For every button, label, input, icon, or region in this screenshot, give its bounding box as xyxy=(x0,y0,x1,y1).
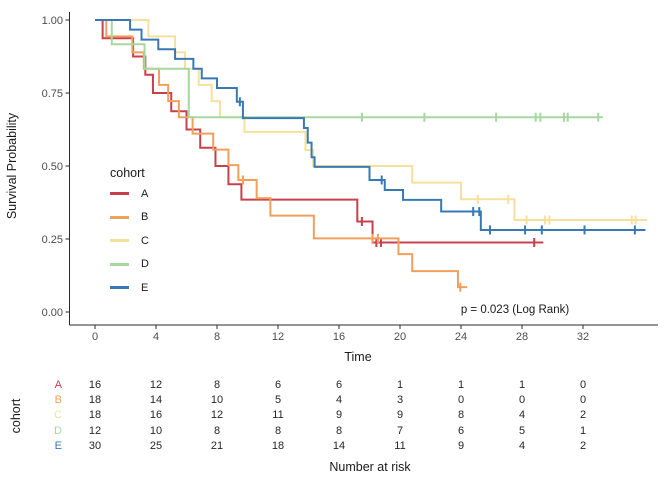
risk-cell-C-t24: 8 xyxy=(457,409,465,421)
risk-cell-A-t20: 1 xyxy=(396,379,404,391)
logrank-pvalue-annotation: p = 0.023 (Log Rank) xyxy=(460,304,570,316)
risk-cell-B-t20: 3 xyxy=(396,394,404,406)
legend-label: D xyxy=(141,258,149,271)
risk-cell-C-t28: 4 xyxy=(518,409,526,421)
risk-row-label-A: A xyxy=(54,379,62,391)
risk-cell-B-t12: 5 xyxy=(274,394,282,406)
y-axis-title: Survival Probability xyxy=(5,112,19,220)
risk-cell-E-t0: 30 xyxy=(88,440,102,452)
risk-row-label-E: E xyxy=(54,440,62,452)
risk-cell-B-t24: 0 xyxy=(457,394,465,406)
risk-cell-B-t16: 4 xyxy=(335,394,343,406)
x-tick-label: 8 xyxy=(214,331,220,343)
risk-cell-B-t28: 0 xyxy=(518,394,526,406)
risk-cell-D-t32: 1 xyxy=(579,425,587,437)
x-tick-label: 12 xyxy=(272,331,284,343)
x-tick-label: 32 xyxy=(577,331,589,343)
risk-cell-E-t20: 11 xyxy=(394,440,406,452)
risk-cell-A-t0: 16 xyxy=(88,379,102,391)
risk-cell-A-t4: 12 xyxy=(149,379,163,391)
x-axis-title: Time xyxy=(344,350,372,364)
risk-cell-D-t8: 8 xyxy=(213,425,221,437)
y-tick-label: 1.00 xyxy=(42,15,63,27)
legend-swatch-A xyxy=(110,192,129,196)
risk-cell-C-t16: 9 xyxy=(335,409,343,421)
risk-cell-C-t4: 16 xyxy=(149,409,163,421)
risk-cell-A-t24: 1 xyxy=(457,379,465,391)
survival-curve-E xyxy=(95,19,646,231)
legend-label: E xyxy=(141,281,149,294)
risk-cell-E-t12: 18 xyxy=(271,440,285,452)
risk-cell-E-t16: 14 xyxy=(332,440,346,452)
risk-cell-E-t28: 4 xyxy=(518,440,526,452)
risk-table-y-label: cohort xyxy=(9,398,23,434)
risk-row-label-C: C xyxy=(54,409,62,421)
legend-entry-D: D xyxy=(110,253,200,277)
y-tick-label: 0.00 xyxy=(42,307,63,319)
legend-swatch-B xyxy=(110,215,129,219)
risk-cell-C-t12: 11 xyxy=(272,409,284,421)
legend-label: B xyxy=(141,211,149,224)
risk-cell-C-t8: 12 xyxy=(210,409,224,421)
risk-cell-A-t32: 0 xyxy=(579,379,587,391)
risk-cell-D-t12: 8 xyxy=(274,425,282,437)
legend-entry-E: E xyxy=(110,276,200,300)
risk-cell-D-t4: 10 xyxy=(149,425,163,437)
x-tick-label: 28 xyxy=(516,331,528,343)
legend-entry-C: C xyxy=(110,229,200,253)
x-tick-label: 20 xyxy=(394,331,406,343)
risk-cell-D-t24: 6 xyxy=(457,425,465,437)
x-tick-label: 0 xyxy=(92,331,98,343)
risk-cell-C-t0: 18 xyxy=(88,409,102,421)
risk-cell-B-t8: 10 xyxy=(210,394,224,406)
risk-cell-D-t0: 12 xyxy=(88,425,102,437)
risk-cell-A-t12: 6 xyxy=(274,379,282,391)
risk-cell-E-t24: 9 xyxy=(457,440,465,452)
legend-entry-A: A xyxy=(110,182,200,206)
survival-curve-D xyxy=(95,19,603,119)
risk-cell-A-t16: 6 xyxy=(335,379,343,391)
x-tick-label: 16 xyxy=(333,331,345,343)
risk-cell-B-t0: 18 xyxy=(88,394,102,406)
risk-cell-C-t20: 9 xyxy=(396,409,404,421)
risk-table-x-label: Number at risk xyxy=(329,460,411,474)
risk-cell-E-t8: 21 xyxy=(210,440,224,452)
legend-swatch-D xyxy=(110,262,129,266)
y-tick-label: 0.25 xyxy=(42,234,63,246)
x-tick-label: 4 xyxy=(153,331,159,343)
risk-cell-B-t32: 0 xyxy=(579,394,587,406)
x-tick-label: 24 xyxy=(455,331,467,343)
risk-cell-D-t28: 5 xyxy=(518,425,526,437)
legend-title: cohort xyxy=(110,166,145,180)
y-tick-label: 0.50 xyxy=(42,161,63,173)
legend-label: A xyxy=(141,187,149,200)
legend-entry-B: B xyxy=(110,206,200,230)
risk-row-label-D: D xyxy=(54,425,62,437)
risk-cell-A-t8: 8 xyxy=(213,379,221,391)
legend-swatch-C xyxy=(110,239,129,243)
legend-swatch-E xyxy=(110,286,129,290)
risk-cell-E-t32: 2 xyxy=(579,440,587,452)
legend-label: C xyxy=(141,234,149,247)
risk-cell-A-t28: 1 xyxy=(518,379,526,391)
risk-cell-D-t20: 7 xyxy=(396,425,404,437)
risk-row-label-B: B xyxy=(54,394,62,406)
risk-cell-B-t4: 14 xyxy=(149,394,163,406)
risk-cell-C-t32: 2 xyxy=(579,409,587,421)
risk-cell-D-t16: 8 xyxy=(335,425,343,437)
y-tick-label: 0.75 xyxy=(42,88,63,100)
risk-cell-E-t4: 25 xyxy=(149,440,163,452)
